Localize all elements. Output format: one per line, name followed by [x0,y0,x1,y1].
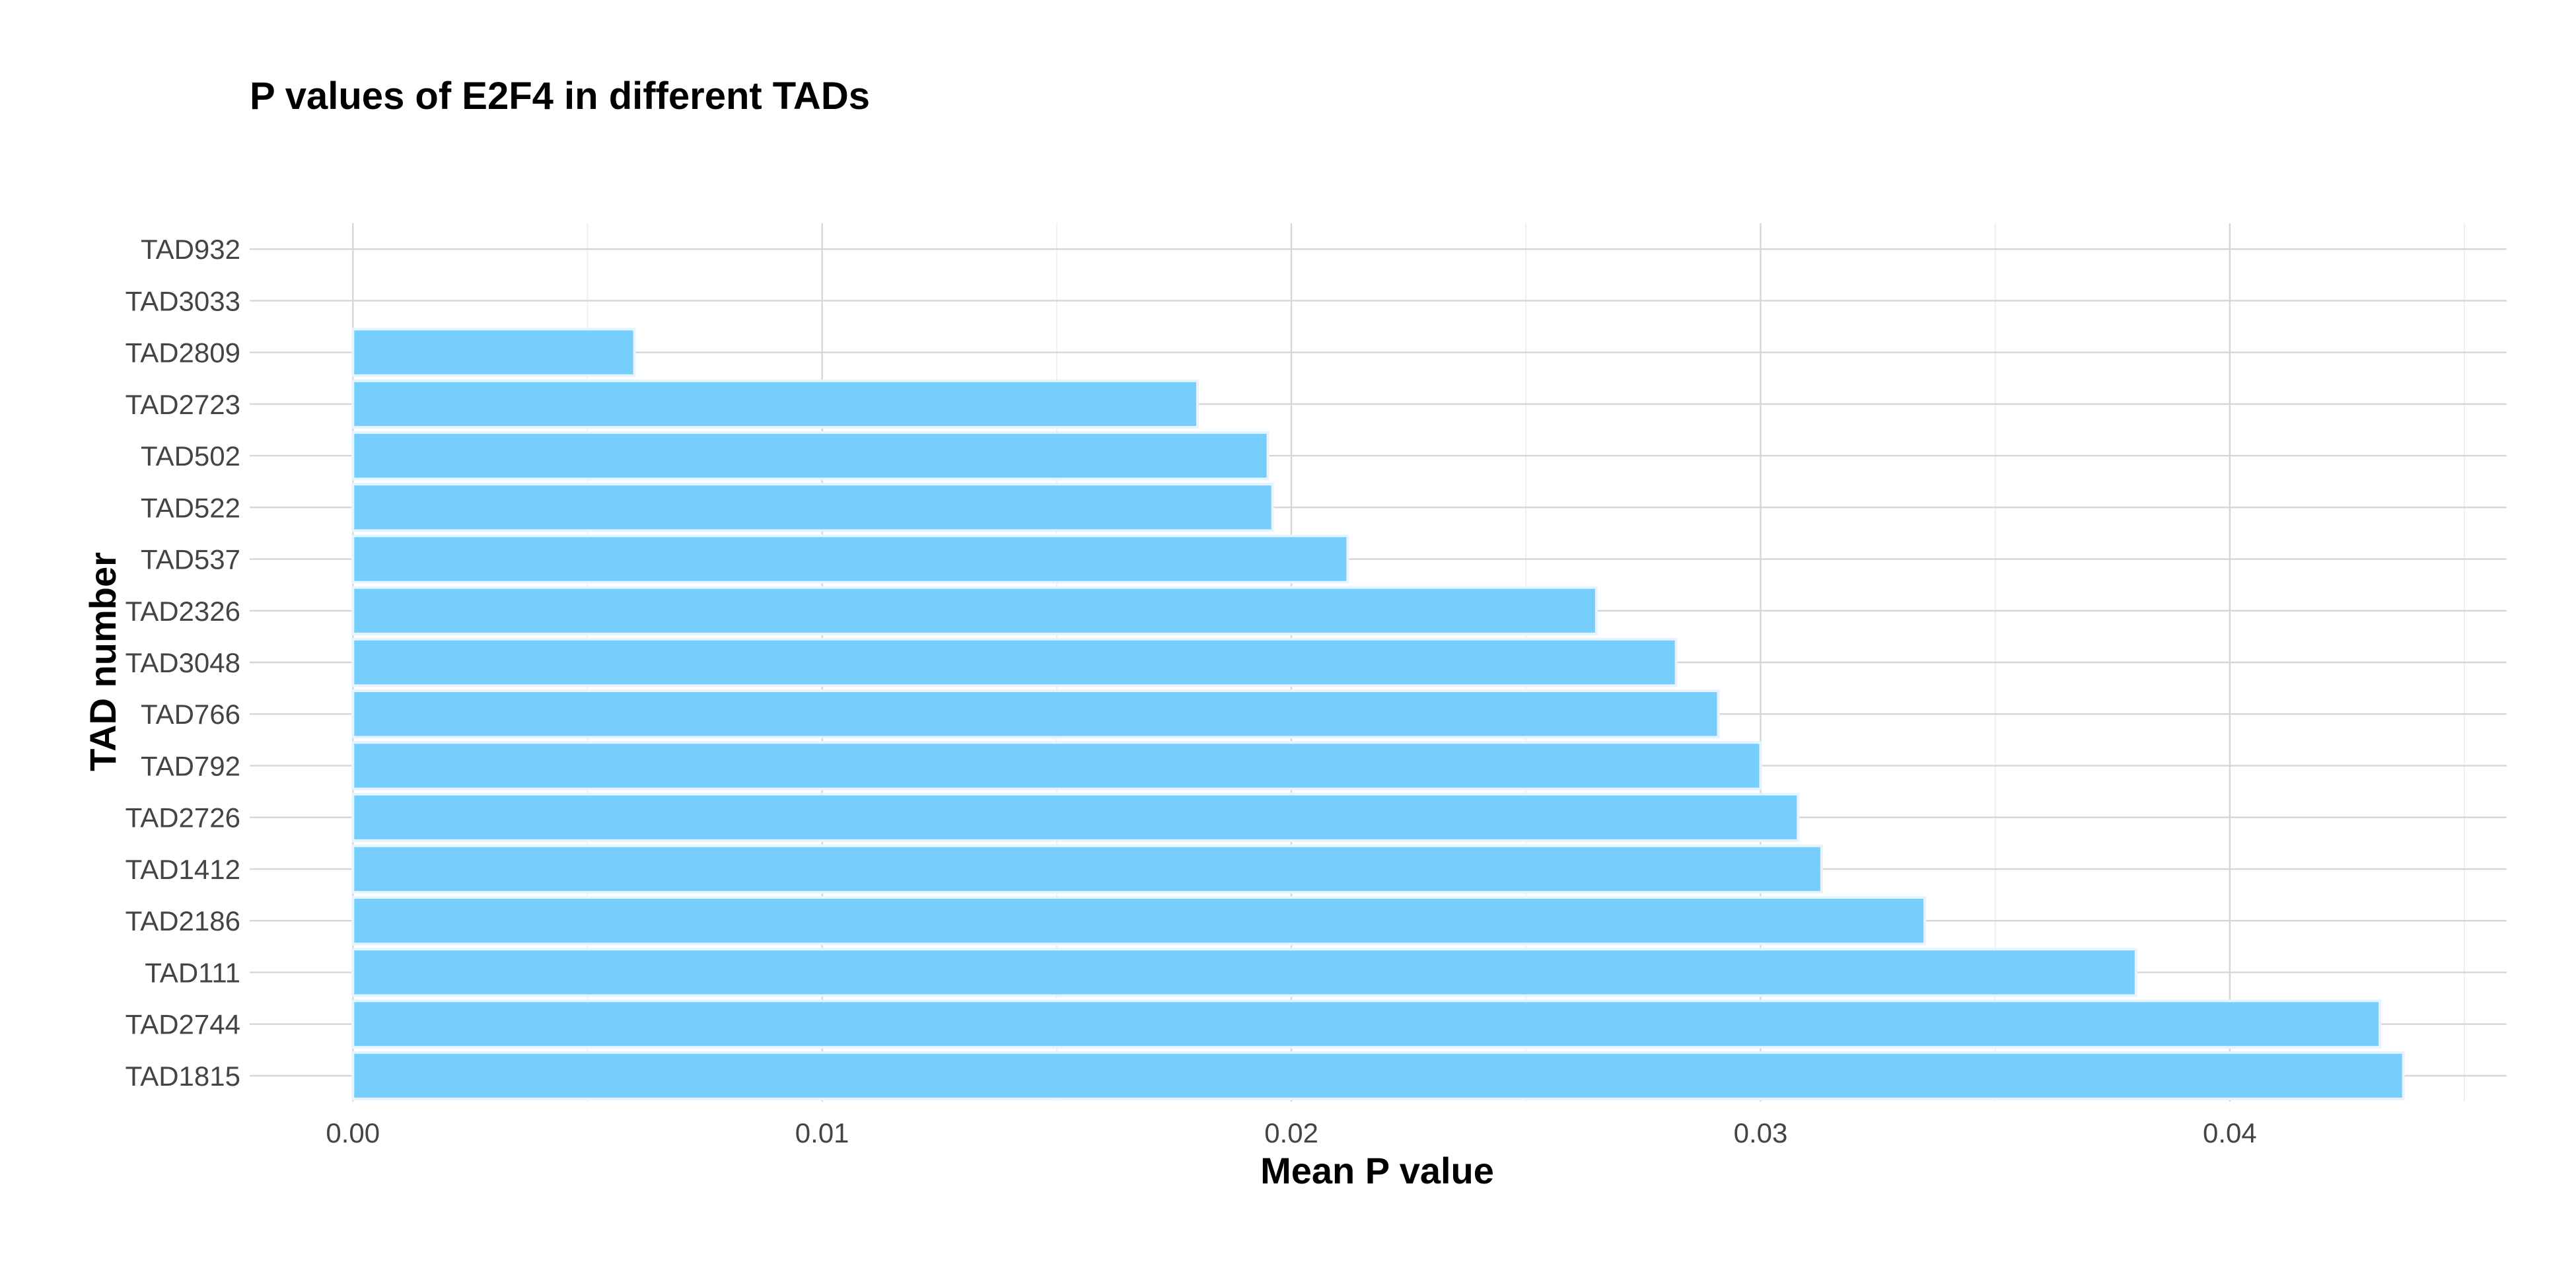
bar-tad2726 [351,792,1800,842]
bars [351,328,2405,1101]
x-tick-label: 0.00 [326,1117,380,1148]
bar-tad2186 [351,896,1927,946]
y-tick-label: TAD1815 [125,1061,240,1092]
y-tick-label: TAD2726 [125,802,240,833]
bar-tad2744 [351,999,2382,1049]
y-tick-label: TAD111 [145,957,240,988]
y-tick-label: TAD2744 [125,1009,240,1040]
y-tick-label: TAD2186 [125,905,240,936]
y-tick-label: TAD3048 [125,647,240,678]
y-axis-title: TAD number [82,552,124,771]
y-tick-label: TAD766 [141,699,240,730]
x-tick-labels: 0.00 0.01 0.02 0.03 0.04 [326,1117,2256,1148]
bar-tad2723 [351,379,1199,429]
y-tick-label: TAD2723 [125,389,240,420]
chart-title: P values of E2F4 in different TADs [250,75,870,118]
x-tick-label: 0.03 [1734,1117,1788,1148]
bar-tad2326 [351,586,1598,635]
bar-tad792 [351,741,1762,791]
bar-tad1412 [351,844,1823,894]
x-tick-label: 0.02 [1264,1117,1318,1148]
x-axis-title: Mean P value [1260,1150,1494,1191]
y-tick-label: TAD3033 [125,285,240,316]
bar-tad3048 [351,637,1678,687]
bar-tad502 [351,431,1270,481]
bar-tad766 [351,689,1720,739]
y-tick-label: TAD792 [141,750,240,781]
bar-tad537 [351,534,1349,584]
x-tick-label: 0.04 [2203,1117,2257,1148]
y-tick-label: TAD2326 [125,596,240,627]
bar-tad111 [351,948,2137,997]
y-tick-label: TAD1412 [125,854,240,885]
y-tick-label: TAD502 [141,440,240,472]
x-tick-label: 0.01 [795,1117,849,1148]
bar-tad2809 [351,328,636,377]
bar-tad522 [351,483,1274,532]
bar-tad1815 [351,1051,2405,1101]
y-tick-label: TAD537 [141,544,240,575]
y-tick-label: TAD2809 [125,337,240,369]
y-tick-label: TAD932 [141,234,240,265]
y-tick-labels: TAD932 TAD3033 TAD2809 TAD2723 TAD502 TAD522 T… [125,234,240,1092]
y-tick-label: TAD522 [141,492,240,523]
